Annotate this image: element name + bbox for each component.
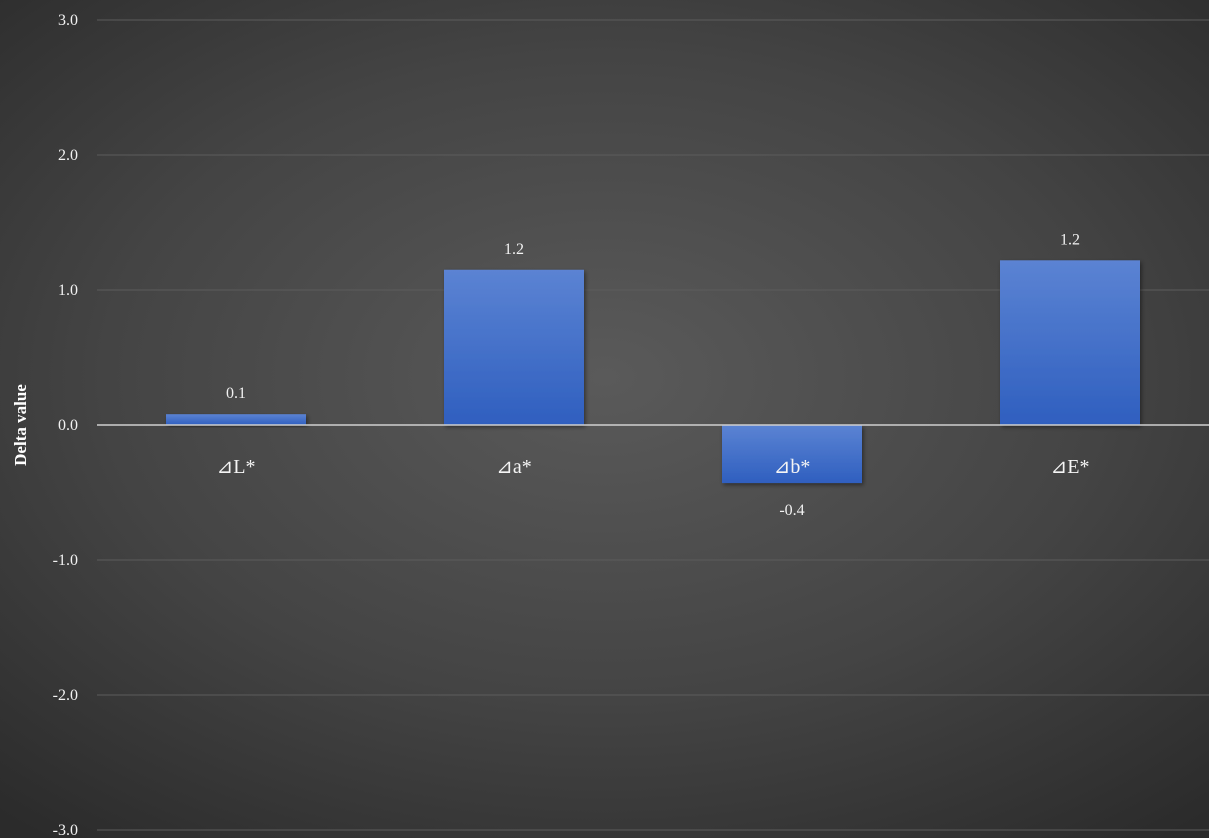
y-tick-label: -1.0	[53, 552, 78, 569]
bars	[166, 260, 1140, 484]
bar	[722, 425, 862, 484]
data-label: 0.1	[226, 385, 246, 402]
data-label: -0.4	[779, 502, 804, 519]
y-tick-label: 3.0	[58, 12, 78, 29]
gridlines	[97, 19, 1209, 831]
y-tick-label: 1.0	[58, 282, 78, 299]
y-tick-label: 0.0	[58, 417, 78, 434]
y-tick-label: -2.0	[53, 687, 78, 704]
data-label: 1.2	[1060, 231, 1080, 248]
bar	[444, 269, 584, 425]
y-tick-label: 2.0	[58, 147, 78, 164]
y-axis-title: Delta value	[11, 384, 30, 466]
bar	[166, 414, 306, 425]
labels: 0.1 ⊿L* 1.2 ⊿a* -0.4 ⊿b* 1.2 ⊿E*	[217, 231, 1090, 519]
data-label: 1.2	[504, 241, 524, 258]
y-tick-label: -3.0	[53, 822, 78, 838]
y-axis-ticks: 3.0 2.0 1.0 0.0 -1.0 -2.0 -3.0	[53, 12, 78, 838]
category-label: ⊿a*	[496, 456, 532, 478]
category-label: ⊿L*	[217, 456, 256, 478]
category-label: ⊿b*	[774, 456, 811, 478]
category-label: ⊿E*	[1051, 456, 1090, 478]
bar	[1000, 260, 1140, 425]
